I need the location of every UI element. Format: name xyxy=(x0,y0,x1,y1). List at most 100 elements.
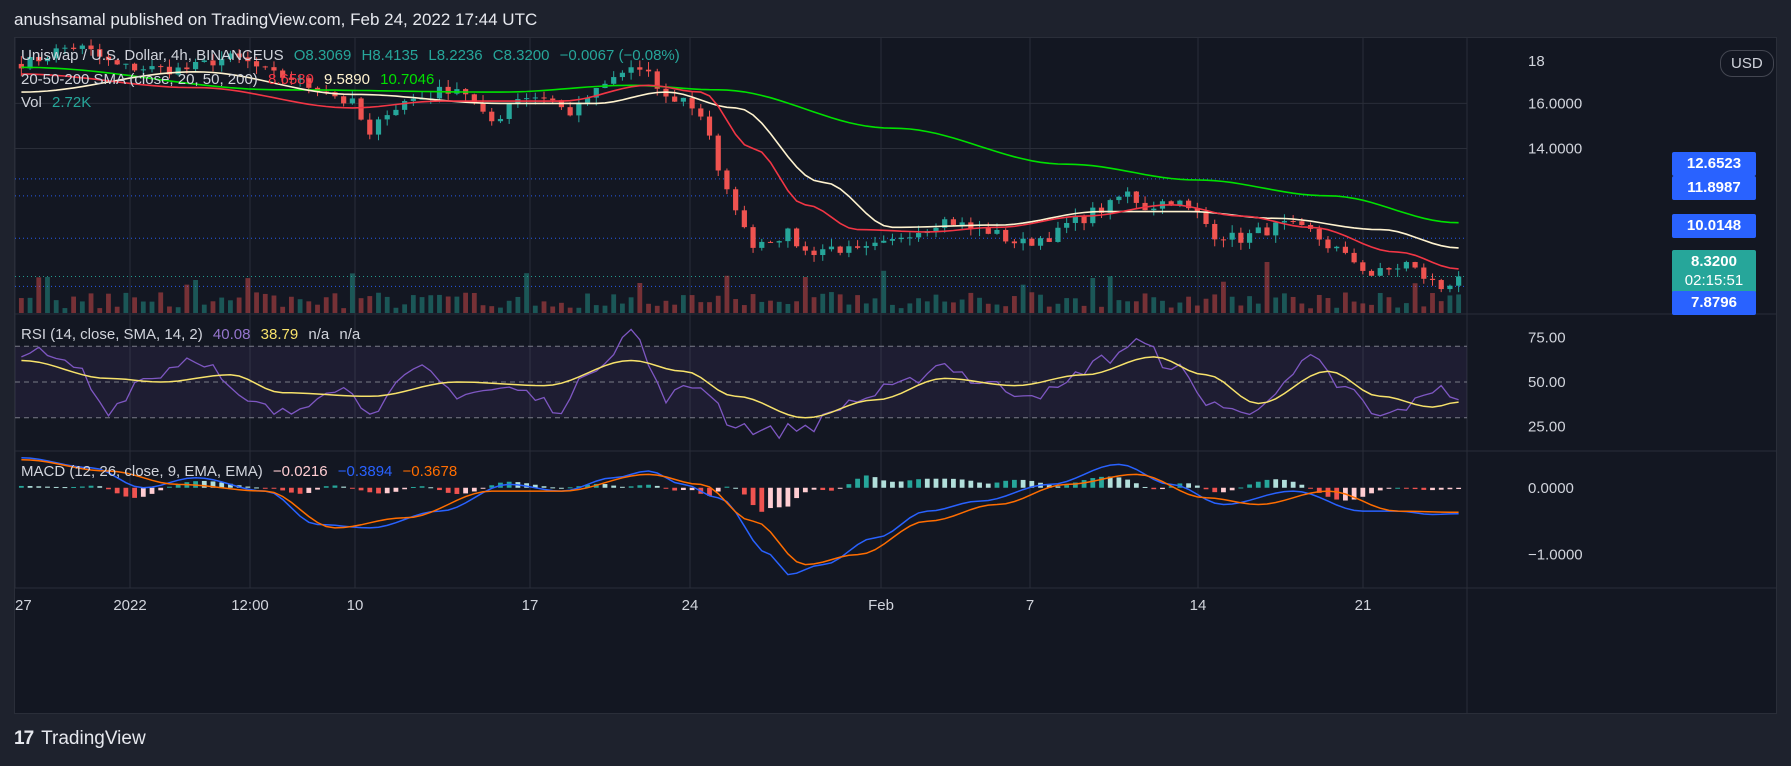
macd-hist-bar xyxy=(114,487,120,494)
candle-body xyxy=(611,77,617,84)
rsi-axis-label: 50.00 xyxy=(1528,374,1566,391)
volume-bar xyxy=(1020,284,1026,313)
candle-body xyxy=(1037,238,1044,246)
rsi-sma-line xyxy=(21,356,1459,419)
vol-label[interactable]: Vol xyxy=(21,94,42,111)
candle-body xyxy=(79,45,85,49)
time-axis-label: 10 xyxy=(347,597,364,614)
candle-body xyxy=(1055,227,1061,242)
candle-body xyxy=(341,96,347,104)
macd-hist-bar xyxy=(45,486,50,488)
macd-hist-bar xyxy=(846,484,852,488)
time-axis-label: 24 xyxy=(682,597,699,614)
volume-bar xyxy=(97,308,103,313)
rsi-label[interactable]: RSI (14, close, SMA, 14, 2) xyxy=(21,326,203,343)
macd-hist-bar xyxy=(1255,481,1261,488)
candle-body xyxy=(1220,239,1227,241)
candle-body xyxy=(715,135,721,171)
candle-body xyxy=(349,98,355,104)
candle-body xyxy=(140,69,146,71)
volume-bar xyxy=(306,301,312,313)
volume-bar xyxy=(985,303,991,313)
rsi-legend: RSI (14, close, SMA, 14, 2) 40.08 38.79 … xyxy=(21,326,366,343)
macd-hist-bar xyxy=(759,487,765,512)
volume-bar xyxy=(768,300,773,313)
candle-body xyxy=(1273,222,1279,236)
volume-bar xyxy=(445,296,451,313)
candle-body xyxy=(123,63,129,65)
candle-body xyxy=(489,111,495,122)
volume-bar xyxy=(733,299,739,313)
volume-bar xyxy=(1203,298,1209,313)
volume-bar xyxy=(489,306,495,313)
macd-hist-bar xyxy=(471,487,477,492)
candle-body xyxy=(201,60,207,62)
volume-bar xyxy=(236,297,242,313)
macd-hist-bar xyxy=(1099,476,1104,488)
volume-bar xyxy=(62,308,68,313)
candle-body xyxy=(227,53,234,59)
volume-bar xyxy=(541,301,547,313)
macd-hist-bar xyxy=(1151,487,1157,490)
candle-body xyxy=(1003,229,1009,242)
macd-hist-bar xyxy=(358,487,364,491)
macd-label[interactable]: MACD (12, 26, close, 9, EMA, EMA) xyxy=(21,463,263,480)
candle-body xyxy=(471,94,477,103)
macd-hist-bar xyxy=(306,487,312,493)
sma-label[interactable]: 20-50-200 SMA (close, 20, 50, 200) xyxy=(21,71,258,88)
candle-body xyxy=(1238,232,1244,243)
candle-body xyxy=(881,240,887,243)
candle-body xyxy=(27,56,33,69)
macd-hist-bar xyxy=(1447,487,1453,490)
macd-hist-bar xyxy=(384,487,390,494)
volume-bar xyxy=(1133,301,1139,313)
candle-body xyxy=(750,227,756,248)
macd-hist-bar xyxy=(140,487,146,497)
candle-body xyxy=(1447,285,1453,290)
volume-bar xyxy=(1395,307,1401,313)
macd-hist-bar xyxy=(149,487,155,494)
volume-bar xyxy=(506,300,512,313)
chart-area[interactable]: 16.0000 14.0000 18 75.00 50.00 25.00 0.0000 −1.… xyxy=(14,37,1777,714)
footer-brand[interactable]: 17 TradingView xyxy=(14,728,146,750)
symbol-label[interactable]: Uniswap / U.S. Dollar, 4h, BINANCEUS xyxy=(21,47,284,64)
macd-hist-bar xyxy=(1377,487,1383,491)
macd-hist-bar xyxy=(445,487,451,493)
candle-body xyxy=(1264,227,1270,236)
currency-button[interactable]: USD xyxy=(1720,50,1774,77)
candle-body xyxy=(71,47,77,49)
volume-bar xyxy=(262,293,268,313)
macd-hist-bar xyxy=(175,483,181,488)
candle-body xyxy=(1386,268,1392,270)
macd-axis-label: 0.0000 xyxy=(1528,480,1574,497)
volume-bar xyxy=(524,273,529,313)
volume-bar xyxy=(323,297,329,313)
rsi-axis-label: 75.00 xyxy=(1528,329,1566,346)
candle-body xyxy=(584,97,591,103)
candle-body xyxy=(776,241,782,243)
time-axis-label: 2022 xyxy=(113,597,146,614)
change-value: −0.0067 (−0.08%) xyxy=(559,47,680,64)
volume-bar xyxy=(1386,297,1392,313)
volume-bar xyxy=(1247,296,1252,313)
volume-bar xyxy=(863,303,869,313)
price-tag-12-6523: 12.6523 xyxy=(1672,152,1756,176)
candle-body xyxy=(724,170,730,190)
volume-bar xyxy=(559,302,564,313)
candle-body xyxy=(1046,238,1052,242)
macd-hist-bar xyxy=(933,478,939,488)
volume-bar xyxy=(1011,296,1017,313)
candle-body xyxy=(36,56,42,62)
volume-bar xyxy=(1456,294,1462,313)
candle-body xyxy=(706,116,713,136)
macd-hist-bar xyxy=(410,486,416,488)
volume-bar xyxy=(898,308,904,313)
volume-bar xyxy=(1186,296,1192,313)
volume-bar xyxy=(315,304,320,313)
candle-body xyxy=(811,250,817,256)
candle-body xyxy=(97,49,103,57)
chart-canvas[interactable]: 16.0000 14.0000 18 75.00 50.00 25.00 0.0000 −1.… xyxy=(15,38,1777,714)
candle-body xyxy=(245,57,251,62)
volume-bar xyxy=(1334,307,1340,313)
candle-body xyxy=(794,228,800,247)
